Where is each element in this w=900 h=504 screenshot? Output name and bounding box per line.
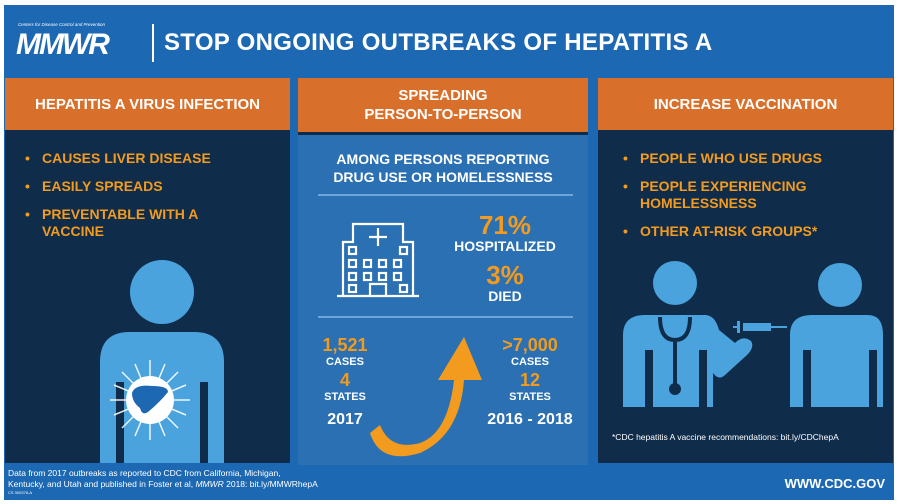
right-heading: INCREASE VACCINATION	[598, 78, 893, 130]
person-with-liver-icon	[100, 260, 224, 463]
source-journal: MMWR	[195, 479, 224, 489]
states-count: 4	[339, 370, 350, 390]
list-item: PEOPLE WHO USE DRUGS	[623, 150, 873, 167]
stats-2017: 1,521 CASES 4 STATES 2017	[300, 335, 390, 429]
source-line: Kentucky, and Utah and published in Fost…	[8, 479, 318, 490]
source-text: Kentucky, and Utah and published in Fost…	[8, 479, 196, 489]
doctor-vaccinating-person-icon	[623, 261, 883, 407]
states-label: STATES	[509, 391, 551, 403]
document-code: CS 300378-A	[8, 490, 33, 495]
died-label: DIED	[488, 288, 522, 304]
middle-panel	[298, 135, 588, 465]
list-item: EASILY SPREADS	[25, 178, 265, 195]
stats-2016-2018: >7,000 CASES 12 STATES 2016 - 2018	[475, 335, 585, 429]
list-item: CAUSES LIVER DISEASE	[25, 150, 265, 167]
divider	[318, 316, 573, 318]
divider	[318, 194, 573, 196]
list-item: PEOPLE EXPERIENCING HOMELESSNESS	[623, 178, 853, 212]
divider	[298, 132, 588, 135]
middle-subtitle: AMONG PERSONS REPORTING DRUG USE OR HOME…	[298, 150, 588, 186]
states-count: 12	[519, 370, 541, 390]
hospitalized-label: HOSPITALIZED	[454, 238, 556, 254]
cdc-url[interactable]: WWW.CDC.GOV	[784, 476, 885, 491]
subtitle-line: AMONG PERSONS REPORTING	[336, 151, 550, 167]
states-label: STATES	[324, 391, 366, 403]
died-percent: 3%	[486, 260, 524, 290]
heading-line: SPREADING	[398, 87, 488, 104]
page-title: STOP ONGOING OUTBREAKS OF HEPATITIS A	[164, 29, 713, 56]
middle-heading: SPREADING PERSON-TO-PERSON	[298, 78, 588, 132]
source-note: Data from 2017 outbreaks as reported to …	[8, 468, 318, 496]
cases-label: CASES	[511, 356, 549, 368]
source-line: Data from 2017 outbreaks as reported to …	[8, 468, 281, 478]
mmwr-logo: MMWR	[16, 28, 110, 61]
source-link: 2018: bit.ly/MMWRhepA	[223, 479, 318, 489]
cases-label: CASES	[326, 356, 364, 368]
period: 2017	[327, 411, 363, 428]
cases-count: 1,521	[322, 335, 368, 355]
list-item: PREVENTABLE WITH A VACCINE	[25, 206, 215, 240]
right-bullets: PEOPLE WHO USE DRUGS PEOPLE EXPERIENCING…	[623, 150, 873, 251]
subtitle-line: DRUG USE OR HOMELESSNESS	[333, 169, 553, 185]
list-item: OTHER AT-RISK GROUPS*	[623, 223, 873, 240]
header-divider	[152, 24, 154, 62]
hospitalized-percent: 71%	[478, 210, 532, 240]
heading-line: PERSON-TO-PERSON	[364, 106, 522, 123]
left-bullets: CAUSES LIVER DISEASE EASILY SPREADS PREV…	[25, 150, 265, 251]
hospital-icon	[337, 222, 419, 298]
cases-count: >7,000	[502, 335, 558, 355]
left-heading: HEPATITIS A VIRUS INFECTION	[5, 78, 290, 130]
org-name: Centers for Disease Control and Preventi…	[18, 22, 106, 27]
period: 2016 - 2018	[487, 411, 573, 428]
up-arrow-icon	[370, 337, 482, 457]
vaccine-footnote: *CDC hepatitis A vaccine recommendations…	[612, 432, 839, 442]
